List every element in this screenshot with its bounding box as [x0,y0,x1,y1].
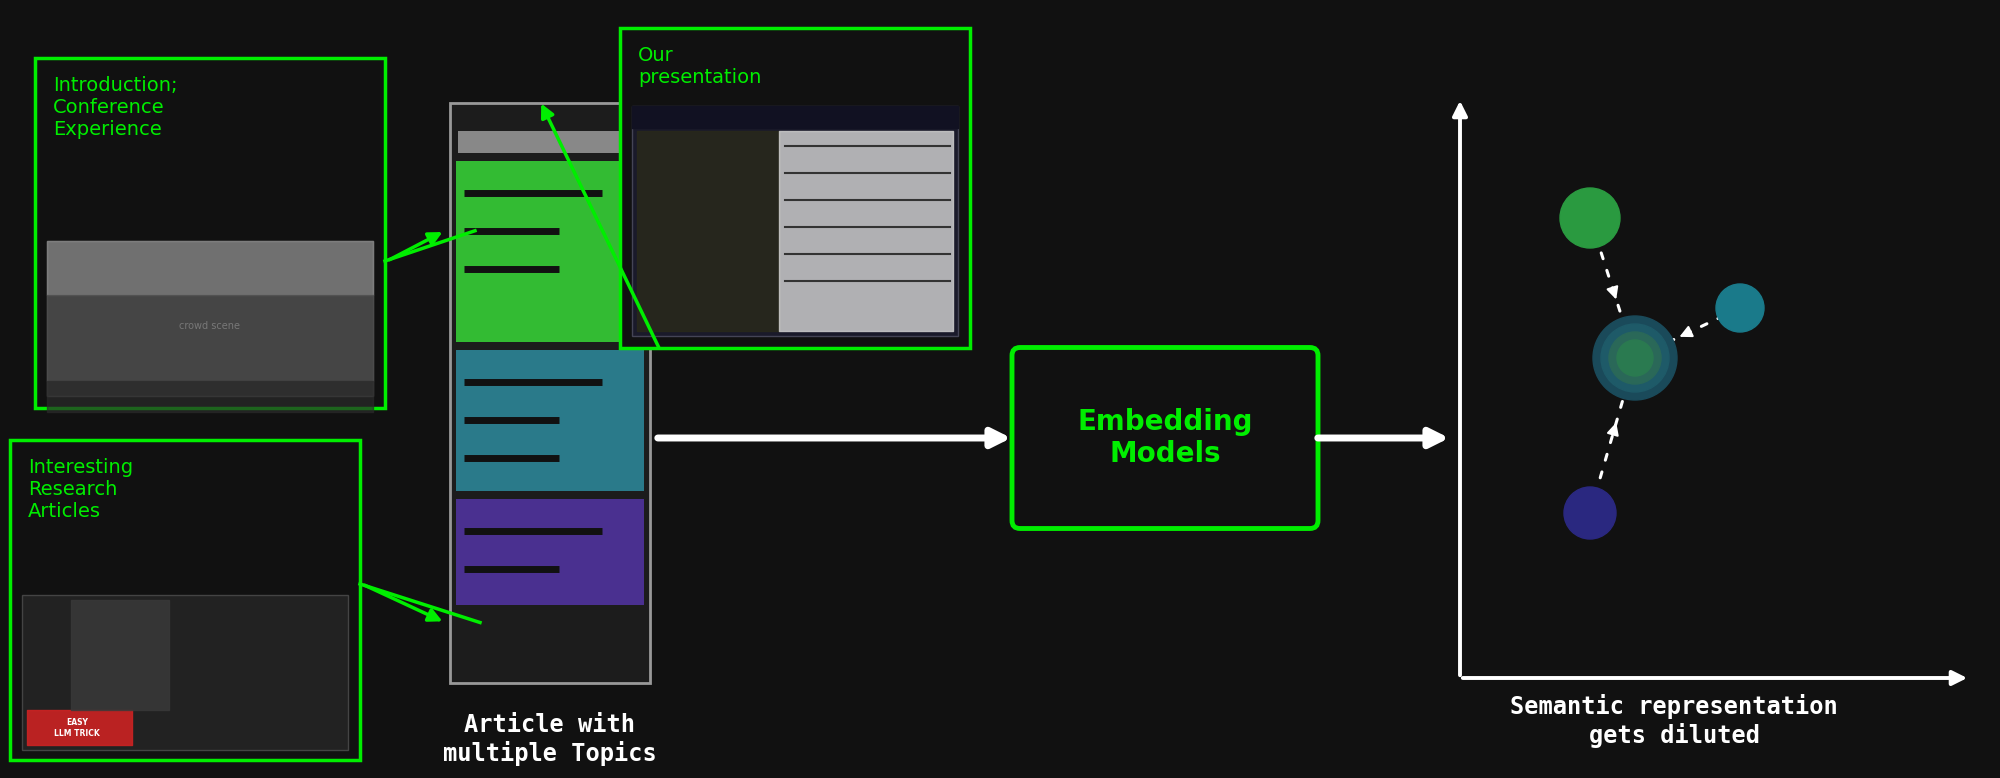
FancyBboxPatch shape [456,161,644,342]
FancyBboxPatch shape [620,28,970,348]
Text: Our
presentation: Our presentation [638,46,762,87]
Polygon shape [620,103,650,133]
Text: Semantic representation
gets diluted: Semantic representation gets diluted [1510,694,1838,748]
Circle shape [1716,284,1764,332]
Circle shape [1594,316,1678,400]
FancyBboxPatch shape [10,440,360,760]
FancyBboxPatch shape [632,106,958,336]
Circle shape [1608,332,1662,384]
FancyBboxPatch shape [456,350,644,491]
Circle shape [1602,324,1670,392]
FancyBboxPatch shape [22,595,348,750]
FancyBboxPatch shape [1012,348,1318,528]
FancyBboxPatch shape [456,499,644,605]
Text: crowd scene: crowd scene [180,321,240,331]
FancyBboxPatch shape [48,241,372,396]
Circle shape [1560,188,1620,248]
Text: EASY
LLM TRICK: EASY LLM TRICK [54,718,100,738]
Text: Introduction;
Conference
Experience: Introduction; Conference Experience [52,76,178,139]
FancyBboxPatch shape [458,131,620,153]
Text: Interesting
Research
Articles: Interesting Research Articles [28,458,134,521]
FancyBboxPatch shape [450,103,650,683]
Circle shape [1618,340,1654,376]
Text: Embedding
Models: Embedding Models [1078,408,1252,468]
Circle shape [1564,487,1616,539]
Text: Article with
multiple Topics: Article with multiple Topics [444,713,656,766]
FancyBboxPatch shape [36,58,384,408]
